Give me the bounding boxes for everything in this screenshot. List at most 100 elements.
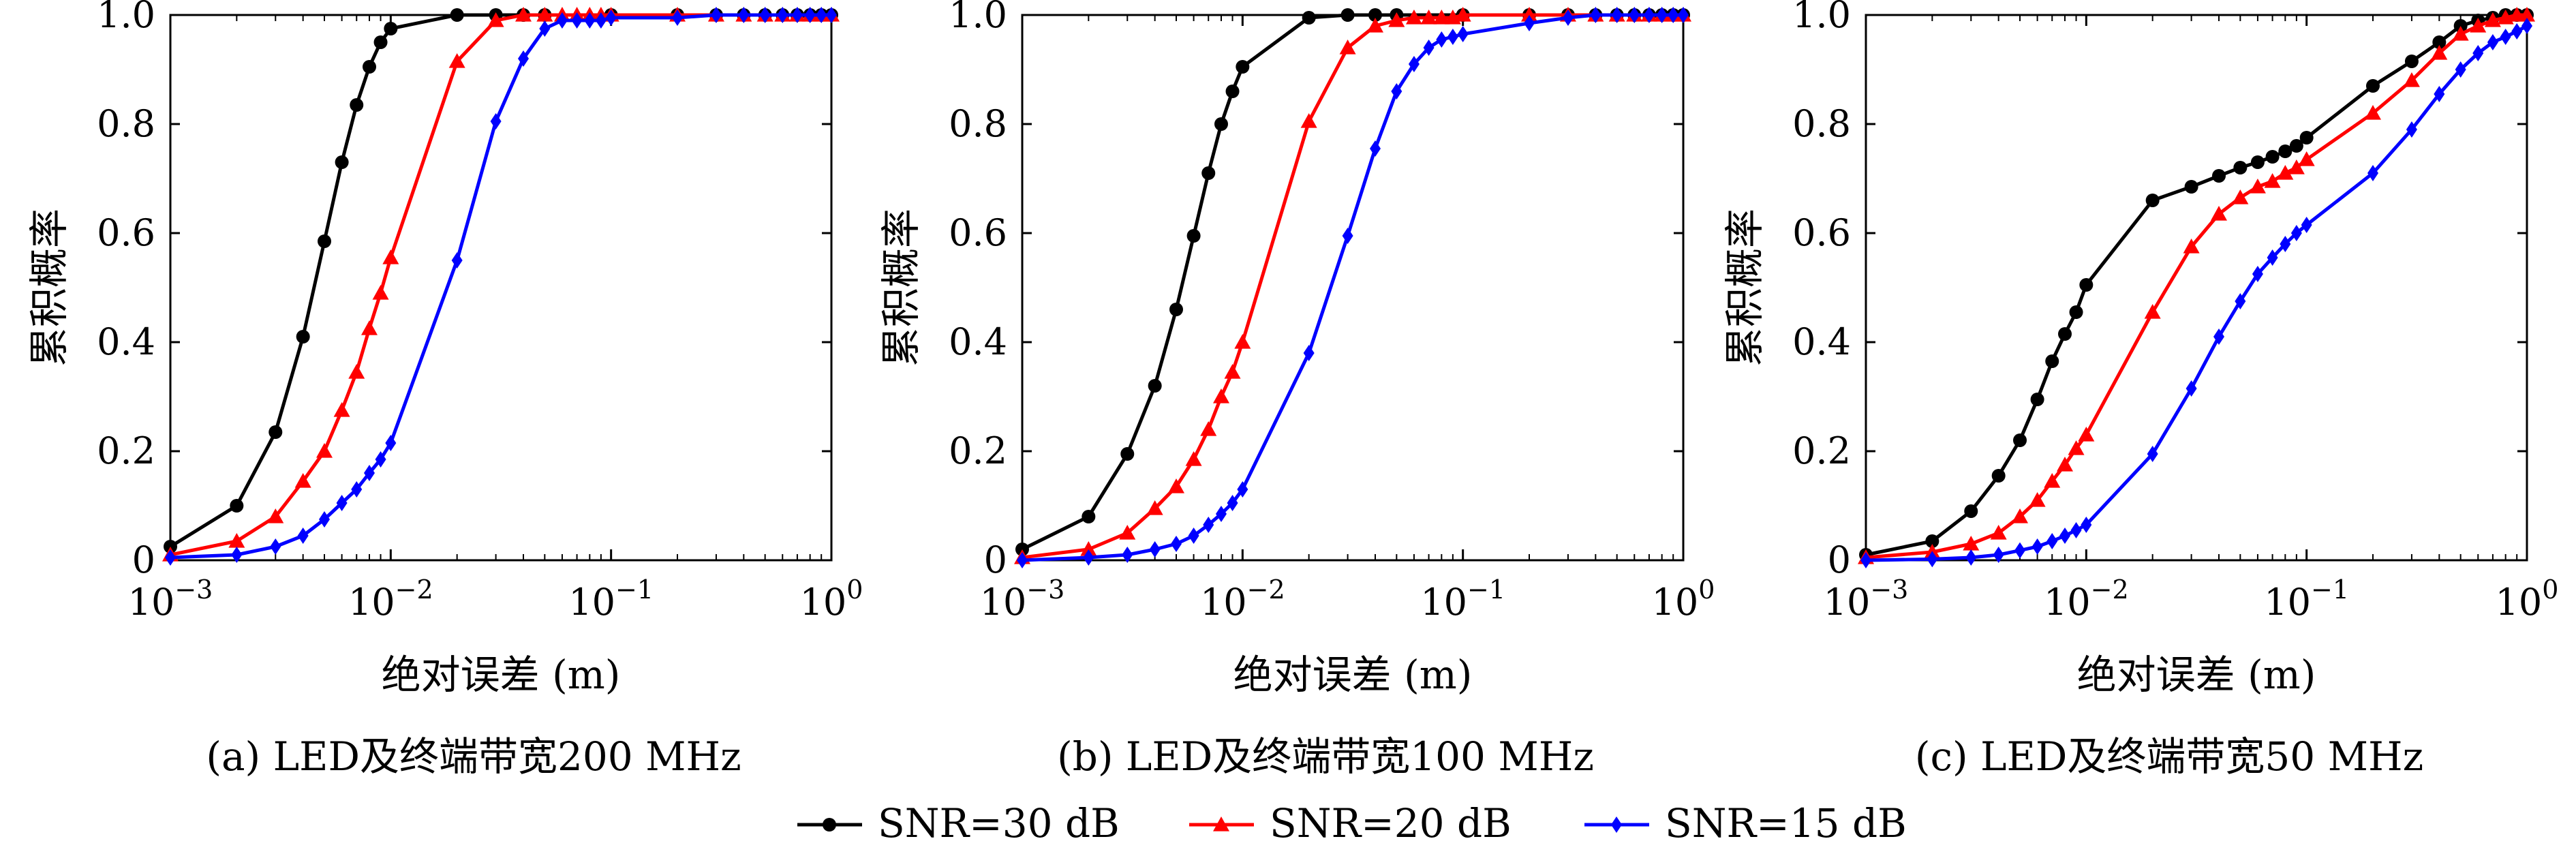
y-tick-label: 1.0 xyxy=(949,0,1007,36)
series-line xyxy=(1022,13,1683,560)
data-point xyxy=(1234,334,1251,349)
data-point xyxy=(296,330,310,344)
panel-caption: (a) LED及终端带宽200 MHz xyxy=(206,733,741,780)
y-tick-label: 1.0 xyxy=(1792,0,1851,36)
data-point xyxy=(2210,206,2227,221)
data-point xyxy=(230,499,244,513)
x-tick-label: 100 xyxy=(1652,575,1715,624)
data-point xyxy=(1168,478,1185,493)
data-point xyxy=(1590,7,1601,23)
data-point xyxy=(791,7,803,23)
data-point xyxy=(1366,18,1383,33)
data-point xyxy=(2144,304,2161,319)
data-point xyxy=(2484,12,2501,27)
y-tick-label: 0.6 xyxy=(949,211,1007,254)
data-point xyxy=(2046,533,2058,549)
y-tick-label: 0 xyxy=(1828,538,1851,581)
data-point xyxy=(1368,8,1382,22)
y-tick-label: 0.4 xyxy=(1792,320,1851,363)
legend-marker xyxy=(1213,817,1229,832)
panel-caption: (b) LED及终端带宽100 MHz xyxy=(1057,733,1594,780)
x-tick-label: 10−3 xyxy=(128,575,213,624)
y-tick-label: 1.0 xyxy=(97,0,155,36)
data-point xyxy=(1656,7,1668,23)
legend-marker xyxy=(1611,817,1622,833)
y-tick-label: 0.6 xyxy=(1792,211,1851,254)
y-tick-label: 0.8 xyxy=(949,102,1007,145)
data-point xyxy=(517,50,529,67)
y-tick-label: 0.8 xyxy=(97,102,155,145)
data-point xyxy=(1562,10,1574,26)
data-point xyxy=(2070,522,2082,538)
data-point xyxy=(1927,551,1938,568)
series-1 xyxy=(1859,8,2534,562)
data-point xyxy=(2059,528,2070,544)
data-point xyxy=(1391,83,1402,100)
y-tick-label: 0.2 xyxy=(949,429,1007,472)
data-point xyxy=(2298,151,2315,166)
x-tick-label: 10−2 xyxy=(2044,575,2129,624)
data-point xyxy=(333,402,350,417)
data-point xyxy=(2031,538,2043,555)
data-point xyxy=(1203,517,1214,533)
data-point xyxy=(2235,293,2246,309)
series-1 xyxy=(164,8,838,553)
legend-item-2: SNR=20 dB xyxy=(1189,800,1512,847)
data-point xyxy=(1149,541,1161,558)
data-point xyxy=(2500,29,2511,45)
y-axis-label: 累积概率 xyxy=(1721,209,1768,367)
data-point xyxy=(487,12,504,27)
data-point xyxy=(2184,180,2198,194)
series-3 xyxy=(165,7,837,566)
y-tick-label: 0.4 xyxy=(97,320,155,363)
data-point xyxy=(294,473,311,488)
data-point xyxy=(2057,327,2072,341)
legend-item-3: SNR=15 dB xyxy=(1584,800,1907,847)
data-point xyxy=(2472,45,2484,61)
data-point xyxy=(372,285,389,300)
x-axis-label: 绝对误差 (m) xyxy=(382,652,621,698)
data-point xyxy=(1080,541,1097,556)
data-point xyxy=(2367,165,2378,181)
data-point xyxy=(595,12,607,29)
data-point xyxy=(2487,34,2498,50)
data-point xyxy=(2044,473,2061,488)
data-point xyxy=(450,8,464,22)
plot-frame xyxy=(169,14,833,562)
data-point xyxy=(1186,229,1201,243)
data-point xyxy=(1171,536,1182,552)
x-tick-label: 10−3 xyxy=(1824,575,1909,624)
data-point xyxy=(2521,18,2532,34)
data-point xyxy=(2249,179,2266,194)
data-point xyxy=(2056,457,2073,472)
data-point xyxy=(1201,166,1216,180)
data-point xyxy=(826,7,837,23)
data-point xyxy=(2406,121,2417,138)
data-point xyxy=(362,60,376,74)
data-point xyxy=(2232,189,2249,204)
data-point xyxy=(804,7,816,23)
chart-panel-b: 0 0.2 0.4 0.6 0.8 1.0 10−3 10−2 10−1 100 绝对误差 (m) 累… xyxy=(878,0,1715,780)
data-point xyxy=(1185,451,1202,466)
x-tick-label: 10−2 xyxy=(1200,575,1285,624)
data-point xyxy=(1188,528,1199,544)
data-point xyxy=(335,155,349,169)
x-tick-label: 10−1 xyxy=(1420,575,1505,624)
series-2 xyxy=(1014,7,1691,564)
x-tick-label: 100 xyxy=(2496,575,2559,624)
data-point xyxy=(2519,7,2535,22)
data-point xyxy=(1520,7,1537,22)
legend-label: SNR=20 dB xyxy=(1270,800,1512,847)
data-point xyxy=(1119,525,1136,540)
legend-marker xyxy=(823,818,836,832)
data-point xyxy=(605,10,617,26)
y-tick-label: 0.6 xyxy=(97,211,155,254)
data-point xyxy=(384,22,398,35)
data-point xyxy=(2013,433,2027,447)
data-point xyxy=(375,451,386,468)
data-point xyxy=(1643,7,1655,23)
data-point xyxy=(1082,510,1096,523)
y-tick-label: 0.8 xyxy=(1792,102,1851,145)
data-point xyxy=(319,511,331,528)
data-point xyxy=(1860,552,1871,568)
